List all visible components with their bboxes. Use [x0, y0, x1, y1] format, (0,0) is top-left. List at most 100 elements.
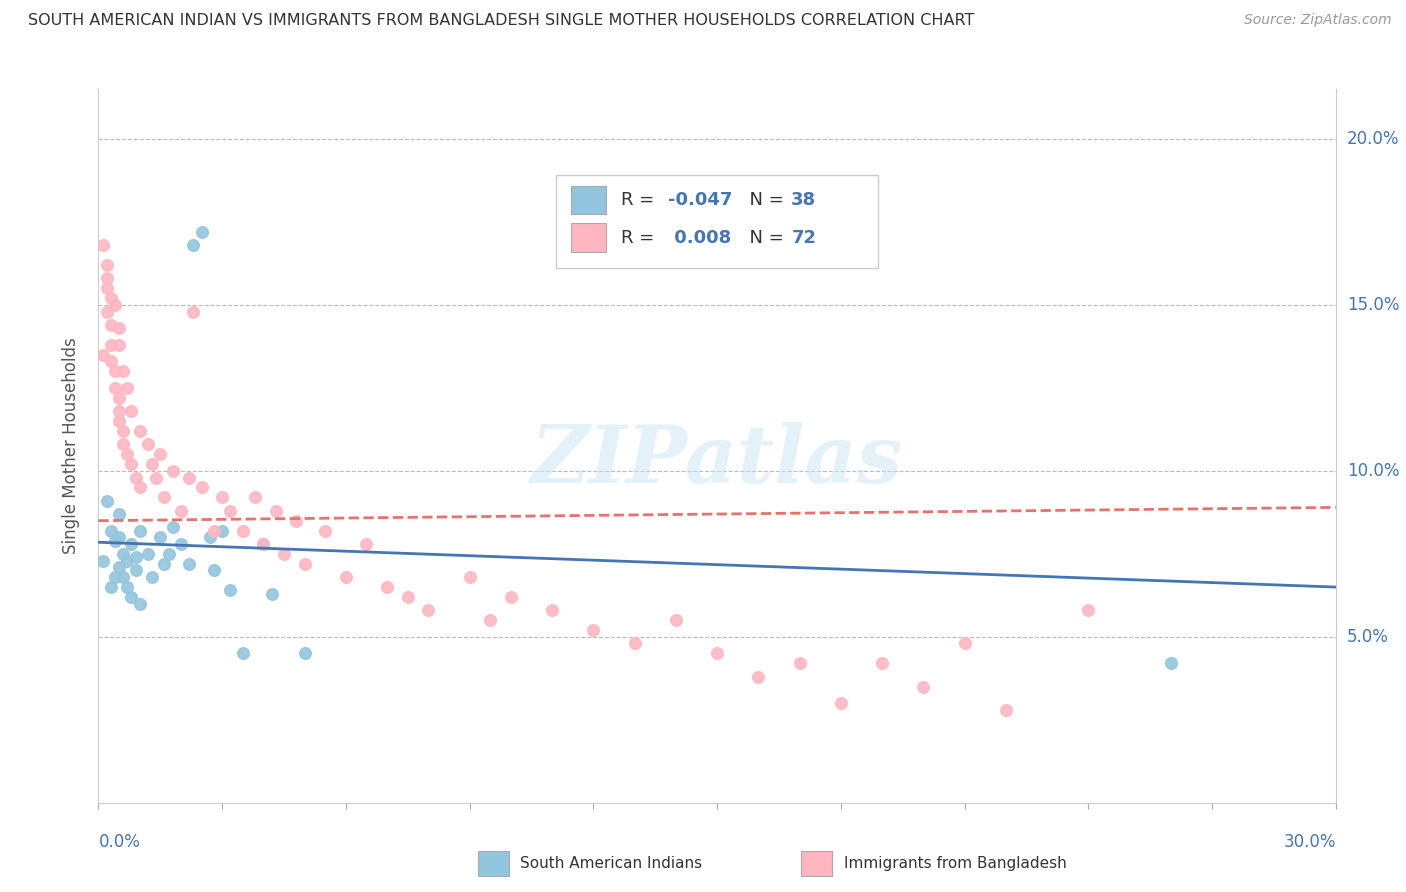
Point [108, 414, 131, 428]
Point [830, 696, 852, 710]
Point [120, 457, 142, 471]
Text: 72: 72 [792, 228, 817, 246]
Point [912, 680, 935, 694]
Point [181, 304, 204, 318]
Point [260, 587, 283, 601]
Point [149, 530, 172, 544]
Point [747, 670, 769, 684]
Point [91, 348, 114, 362]
Point [665, 613, 688, 627]
Point [252, 537, 274, 551]
Text: ZIPatlas: ZIPatlas [531, 422, 903, 499]
Point [458, 570, 481, 584]
Text: R =: R = [620, 191, 659, 209]
Point [117, 580, 139, 594]
Text: 38: 38 [792, 191, 817, 209]
Point [128, 481, 150, 495]
Point [953, 636, 976, 650]
Text: R =: R = [620, 228, 659, 246]
FancyBboxPatch shape [557, 175, 877, 268]
Text: N =: N = [738, 191, 790, 209]
Point [170, 537, 193, 551]
Point [356, 537, 378, 551]
Text: Source: ZipAtlas.com: Source: ZipAtlas.com [1244, 13, 1392, 28]
Point [314, 524, 336, 538]
Point [285, 514, 308, 528]
Point [479, 613, 502, 627]
Point [141, 570, 163, 584]
Point [108, 404, 131, 418]
Point [124, 470, 146, 484]
Point [108, 560, 131, 574]
Point [179, 470, 201, 484]
Text: 0.0%: 0.0% [98, 833, 141, 851]
Point [870, 657, 893, 671]
Text: 15.0%: 15.0% [1347, 296, 1399, 314]
Point [162, 520, 184, 534]
Point [157, 547, 180, 561]
Text: Immigrants from Bangladesh: Immigrants from Bangladesh [844, 856, 1066, 871]
Point [104, 298, 127, 312]
Point [112, 424, 135, 438]
Point [128, 524, 150, 538]
Point [789, 657, 811, 671]
Text: SOUTH AMERICAN INDIAN VS IMMIGRANTS FROM BANGLADESH SINGLE MOTHER HOUSEHOLDS COR: SOUTH AMERICAN INDIAN VS IMMIGRANTS FROM… [28, 13, 974, 29]
Text: 0.008: 0.008 [668, 228, 731, 246]
Point [706, 647, 728, 661]
Point [96, 258, 118, 272]
Point [179, 557, 201, 571]
Point [375, 580, 398, 594]
Point [91, 238, 114, 252]
Point [117, 447, 139, 461]
Point [198, 530, 221, 544]
Point [149, 447, 172, 461]
Point [190, 481, 212, 495]
Point [112, 364, 135, 378]
Point [100, 580, 122, 594]
Point [104, 381, 127, 395]
Point [202, 564, 225, 578]
Point [96, 281, 118, 295]
Text: 20.0%: 20.0% [1347, 130, 1399, 148]
Point [128, 597, 150, 611]
Point [104, 570, 127, 584]
Point [108, 338, 131, 352]
Point [294, 557, 316, 571]
Point [141, 457, 163, 471]
Text: N =: N = [738, 228, 790, 246]
Point [112, 547, 135, 561]
Point [335, 570, 357, 584]
Point [108, 391, 131, 405]
Point [100, 354, 122, 368]
Point [100, 524, 122, 538]
Point [396, 590, 419, 604]
Text: 30.0%: 30.0% [1284, 833, 1336, 851]
Point [104, 533, 127, 548]
Point [243, 491, 266, 505]
Point [170, 504, 193, 518]
Point [294, 647, 316, 661]
Point [100, 318, 122, 332]
Point [418, 603, 440, 617]
Point [136, 547, 159, 561]
Point [252, 537, 274, 551]
Point [124, 550, 146, 565]
Point [100, 291, 122, 305]
Point [145, 470, 167, 484]
Point [120, 404, 142, 418]
Point [153, 491, 176, 505]
Point [264, 504, 287, 518]
Point [190, 225, 212, 239]
Point [994, 703, 1017, 717]
Point [120, 590, 142, 604]
Point [153, 557, 176, 571]
Point [582, 624, 605, 638]
Point [1160, 657, 1182, 671]
Point [273, 547, 295, 561]
Point [202, 524, 225, 538]
Point [1077, 603, 1099, 617]
Point [128, 424, 150, 438]
Point [108, 530, 131, 544]
Point [499, 590, 522, 604]
Point [96, 304, 118, 318]
